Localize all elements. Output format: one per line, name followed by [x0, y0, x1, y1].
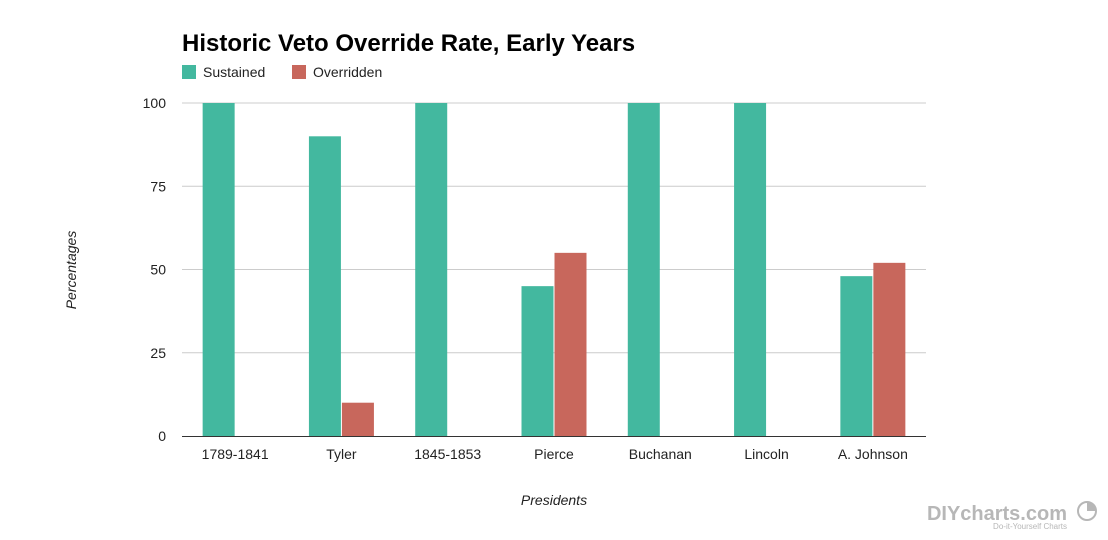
x-tick-label: Pierce — [534, 446, 574, 462]
legend: Sustained Overridden — [182, 64, 382, 80]
chart-title: Historic Veto Override Rate, Early Years — [182, 30, 635, 57]
x-axis-title: Presidents — [521, 492, 587, 508]
x-tick-label: Buchanan — [629, 446, 692, 462]
bar-sustained-6 — [840, 276, 873, 436]
bar-sustained-4 — [627, 103, 660, 436]
x-tick-label: 1789-1841 — [202, 446, 269, 462]
y-tick-label: 75 — [150, 178, 166, 194]
pie-logo-icon — [1077, 501, 1097, 521]
legend-swatch-sustained — [182, 65, 196, 79]
legend-swatch-overridden — [292, 65, 306, 79]
x-axis-labels: 1789-1841 Tyler 1845-1853 Pierce Buchanan Lin… — [202, 446, 908, 462]
y-tick-label: 25 — [150, 345, 166, 361]
y-tick-label: 50 — [150, 262, 166, 278]
gridlines — [182, 102, 926, 354]
legend-label-overridden: Overridden — [313, 64, 382, 80]
bar-sustained-5 — [734, 103, 767, 436]
legend-label-sustained: Sustained — [203, 64, 265, 80]
bars — [202, 103, 906, 437]
x-tick-label: 1845-1853 — [414, 446, 481, 462]
bar-overridden-6 — [873, 262, 906, 436]
watermark-subtext: Do-it-Yourself Charts — [993, 522, 1067, 531]
bar-sustained-1 — [308, 136, 341, 437]
y-axis-title: Percentages — [63, 231, 79, 310]
watermark-text: DIYcharts.com — [927, 503, 1067, 525]
x-tick-label: Lincoln — [744, 446, 788, 462]
x-tick-label: A. Johnson — [838, 446, 908, 462]
watermark: DIYcharts.com Do-it-Yourself Charts — [927, 501, 1097, 531]
bar-sustained-2 — [415, 103, 448, 436]
bar-overridden-1 — [341, 402, 374, 436]
y-axis-ticks: 0 25 50 75 100 — [143, 95, 167, 444]
bar-sustained-3 — [521, 286, 554, 436]
x-tick-label: Tyler — [326, 446, 357, 462]
y-tick-label: 100 — [143, 95, 167, 111]
bar-sustained-0 — [202, 103, 235, 436]
bar-overridden-3 — [554, 252, 587, 436]
y-tick-label: 0 — [158, 428, 166, 444]
